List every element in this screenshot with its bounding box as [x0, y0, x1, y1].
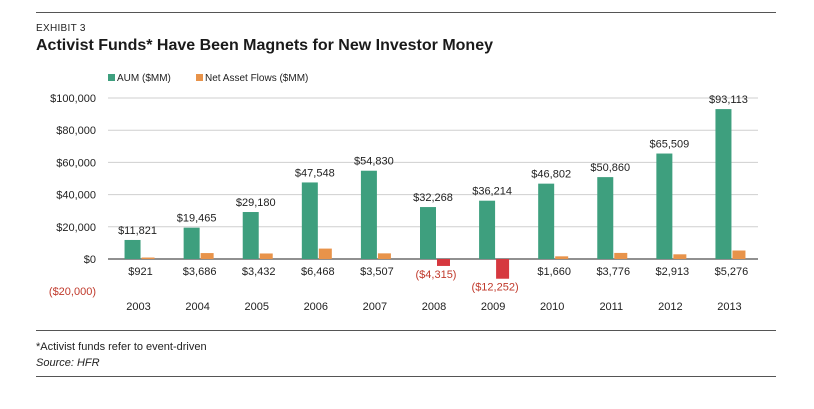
aum-value-label: $54,830	[354, 156, 394, 168]
y-tick-label: ($20,000)	[49, 286, 96, 298]
aum-bar	[242, 212, 259, 259]
flow-bar	[141, 257, 155, 259]
aum-value-label: $65,509	[649, 139, 689, 151]
flow-value-label: ($4,315)	[416, 269, 457, 281]
x-tick-label: 2004	[185, 301, 209, 313]
aum-bar	[360, 170, 377, 259]
bottom-rule	[36, 376, 776, 377]
aum-value-label: $29,180	[236, 197, 276, 209]
aum-value-label: $93,113	[709, 94, 748, 106]
aum-bar	[715, 109, 732, 259]
x-tick-label: 2008	[422, 301, 446, 313]
exhibit-label: EXHIBIT 3	[36, 23, 86, 34]
aum-bar	[479, 200, 496, 259]
flow-value-label: $5,276	[715, 266, 749, 278]
legend-swatch-flows	[196, 74, 203, 81]
middle-rule	[36, 330, 776, 331]
flow-bar	[318, 248, 332, 259]
aum-value-label: $11,821	[118, 225, 157, 237]
flow-value-label: $3,432	[242, 266, 276, 278]
flow-bar	[377, 253, 391, 259]
aum-bar	[301, 182, 318, 259]
y-tick-label: $20,000	[56, 222, 96, 234]
chart-title: Activist Funds* Have Been Magnets for Ne…	[36, 37, 493, 54]
aum-value-label: $50,860	[590, 162, 630, 174]
flow-bar	[673, 254, 687, 259]
flow-value-label: $3,686	[183, 266, 217, 278]
aum-value-label: $32,268	[413, 192, 453, 204]
aum-bar	[183, 227, 200, 259]
x-tick-label: 2007	[363, 301, 387, 313]
x-tick-label: 2006	[304, 301, 328, 313]
y-tick-label: $0	[84, 254, 96, 266]
x-tick-label: 2009	[481, 301, 505, 313]
y-tick-label: $60,000	[56, 157, 96, 169]
flow-value-label: $6,468	[301, 266, 335, 278]
aum-bar	[538, 183, 555, 259]
aum-bar	[124, 239, 141, 259]
x-tick-label: 2010	[540, 301, 564, 313]
aum-value-label: $19,465	[177, 213, 217, 225]
y-tick-label: $80,000	[56, 125, 96, 137]
x-tick-label: 2011	[599, 301, 623, 313]
aum-value-label: $46,802	[531, 169, 571, 181]
flow-value-label: $1,660	[537, 266, 571, 278]
flow-value-label: ($12,252)	[472, 282, 519, 294]
y-tick-label: $40,000	[56, 190, 96, 202]
flow-bar	[555, 256, 569, 259]
aum-value-label: $47,548	[295, 167, 335, 179]
y-tick-label: $100,000	[50, 93, 96, 105]
flow-bar	[614, 252, 628, 259]
x-tick-label: 2003	[126, 301, 150, 313]
legend-swatch-aum	[108, 74, 115, 81]
x-tick-label: 2005	[244, 301, 268, 313]
legend-label-flows: Net Asset Flows ($MM)	[205, 73, 308, 84]
flow-value-label: $921	[128, 266, 152, 278]
flow-value-label: $3,507	[360, 266, 394, 278]
legend-label-aum: AUM ($MM)	[117, 73, 171, 84]
x-tick-label: 2012	[658, 301, 682, 313]
flow-value-label: $3,776	[596, 266, 630, 278]
flow-bar	[437, 259, 450, 266]
flow-bar	[732, 250, 746, 259]
source-note: Source: HFR	[36, 357, 100, 369]
flow-bar	[200, 253, 214, 259]
aum-bar	[597, 177, 614, 259]
footnote: *Activist funds refer to event-driven	[36, 341, 207, 353]
aum-bar	[656, 153, 673, 259]
flow-value-label: $2,913	[656, 266, 690, 278]
aum-bar	[420, 207, 436, 259]
aum-value-label: $36,214	[472, 186, 512, 198]
x-tick-label: 2013	[717, 301, 741, 313]
flow-bar	[259, 253, 273, 259]
flow-bar	[496, 259, 510, 279]
top-rule	[36, 12, 776, 13]
